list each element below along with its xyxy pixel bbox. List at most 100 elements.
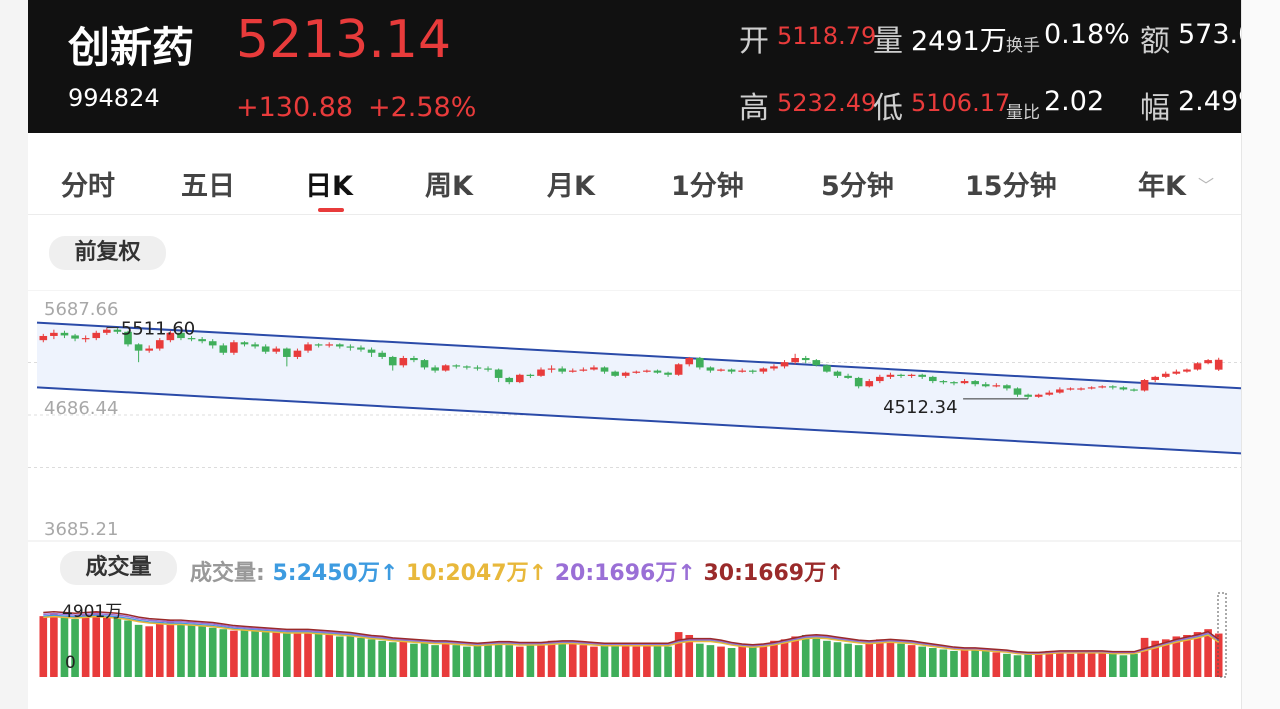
tab-month-k[interactable]: 月K [547,171,595,202]
tab-week-k[interactable]: 周K [425,171,473,202]
candle [177,331,185,341]
volume-indicator-button[interactable]: 成交量 [60,551,177,585]
candle [971,380,979,387]
candle [283,347,291,367]
candle [484,366,492,372]
candle-body [420,360,429,368]
candle-body [39,335,48,341]
volume-bar [92,611,101,677]
volume-bar [706,645,715,677]
candle [526,373,535,378]
candle [441,364,450,372]
candle [600,366,609,374]
volume-bar [272,630,281,677]
candle [1056,387,1064,394]
candle [748,369,757,374]
adjust-button[interactable]: 前复权 [49,236,166,270]
volume-bar [367,639,376,677]
volume-ma30: 30:1669万 [703,561,827,586]
candle-body [621,372,630,376]
volume-ma30-line [43,610,1220,654]
candle-body [1140,380,1149,391]
price-axis-label: 5687.66 [44,299,118,320]
tab-minute[interactable]: 分时 [61,171,115,202]
candle [399,355,408,368]
candle [473,365,482,371]
candle-body [357,347,365,350]
candle [1013,387,1022,397]
volume-bar [208,627,217,677]
candle-body [1109,386,1117,388]
open-value: 5118.79 [777,22,877,50]
volume-bar [240,629,249,677]
volume-ma5: 5:2450万 [272,561,380,586]
candle-body [283,348,291,357]
low-value: 5106.17 [911,89,1011,117]
chevron-down-icon[interactable]: ﹀ [1198,176,1215,195]
candle [643,369,651,373]
volume-bar [134,624,143,677]
volume-bar [177,623,185,677]
volume-bar [791,636,799,677]
candle [1087,386,1096,390]
candle-body [992,385,1001,387]
candle-body [198,339,206,342]
candle [727,368,736,374]
volume-chart[interactable]: 4901万 0 [28,590,1241,682]
candle [918,373,927,379]
volume-bar [251,630,259,677]
candle [823,364,831,373]
tab-year-k[interactable]: 年K [1138,171,1186,202]
candle [981,382,990,388]
tab-15-minute[interactable]: 15分钟 [965,171,1057,202]
tab-day-k[interactable]: 日K [305,171,353,202]
tab-1-minute[interactable]: 1分钟 [671,171,744,202]
candle [780,360,789,369]
volume-bar [516,646,524,677]
candle-body [452,365,461,367]
candle-body [1066,388,1075,390]
volume-ma-label: 成交量: [190,561,265,586]
volume-bar [187,624,196,677]
candle-body [145,348,153,351]
volume-bar [886,640,895,677]
candle-body [81,338,90,340]
volume-bar [1214,633,1223,677]
candle-body [876,376,884,382]
tab-five-day[interactable]: 五日 [181,171,235,202]
tab-5-minute[interactable]: 5分钟 [821,171,894,202]
volume-bar [801,634,810,677]
volume-bar [293,632,302,677]
candle [1140,378,1149,392]
candle-body [547,368,556,370]
turnover-label: 换手 [1006,36,1040,56]
candle-body [1172,371,1181,374]
candle-body [812,360,821,366]
candle [71,333,79,342]
candle [230,340,238,355]
candlestick-chart[interactable]: 5511.60 4512.34 5687.66 4686.44 3685.21 [28,290,1241,542]
candle-body [664,372,672,375]
volume-bar [907,645,916,677]
volume-bar [484,643,492,677]
candle-body [124,331,132,345]
candle-body [399,357,408,366]
candle-body [240,342,249,345]
candle-body [219,345,228,353]
candle [653,369,662,374]
candle-body [706,367,715,371]
candle [717,368,725,372]
candle-body [50,332,58,336]
high-label: 高 [739,91,769,126]
channel-lower-line [36,386,1241,455]
candle-body [568,370,577,372]
volume-bar [505,645,514,677]
volume-bar [1013,655,1022,677]
candle [801,355,810,364]
candle [1193,362,1202,371]
candle [208,339,217,349]
candle-body [801,357,810,361]
volume-bar [981,650,990,677]
candle [611,370,619,377]
turnover-value: 0.18% [1044,19,1130,50]
